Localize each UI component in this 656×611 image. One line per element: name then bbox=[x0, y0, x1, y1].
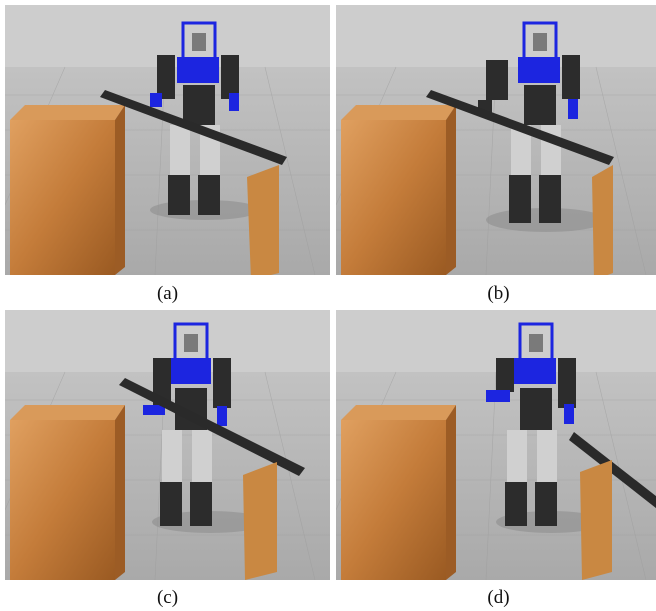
robot-right-shin bbox=[535, 482, 557, 526]
box-side bbox=[115, 105, 125, 275]
robot-left-arm bbox=[157, 55, 175, 99]
robot-torso bbox=[514, 358, 556, 384]
panel-a bbox=[5, 5, 330, 275]
box-side bbox=[446, 105, 456, 275]
robot-right-hand bbox=[229, 93, 239, 111]
robot-torso bbox=[169, 358, 211, 384]
robot-pelvis bbox=[520, 388, 552, 430]
wooden-box bbox=[10, 120, 115, 275]
robot-right-leg bbox=[537, 430, 557, 482]
robot-right-shin bbox=[190, 482, 212, 526]
robot-left-shin bbox=[168, 175, 190, 215]
robot-head bbox=[533, 33, 547, 51]
robot-right-shin bbox=[198, 175, 220, 215]
scene-b bbox=[336, 5, 656, 275]
plank bbox=[119, 378, 305, 476]
box-top bbox=[10, 405, 125, 420]
box-top bbox=[341, 105, 456, 120]
robot-left-shin bbox=[160, 482, 182, 526]
robot-pelvis bbox=[183, 85, 215, 125]
robot-left-leg bbox=[507, 430, 527, 482]
robot bbox=[150, 21, 239, 215]
caption-c: (c) bbox=[156, 587, 179, 608]
caption-a: (a) bbox=[156, 283, 179, 304]
robot-pelvis bbox=[524, 85, 556, 125]
wooden-board bbox=[243, 462, 277, 580]
wooden-board bbox=[247, 165, 279, 275]
robot-left-shin bbox=[509, 175, 531, 223]
robot-torso bbox=[177, 57, 219, 83]
robot-torso bbox=[518, 57, 560, 83]
wooden-box bbox=[341, 120, 446, 275]
scene-d bbox=[336, 310, 656, 580]
robot-left-leg bbox=[162, 430, 182, 482]
scene-a bbox=[5, 5, 330, 275]
wooden-board bbox=[592, 165, 613, 275]
robot-right-arm bbox=[558, 358, 576, 408]
box-side bbox=[446, 405, 456, 580]
panel-d bbox=[336, 310, 656, 580]
robot-right-arm bbox=[562, 55, 580, 99]
caption-b: (b) bbox=[487, 283, 510, 304]
caption-d: (d) bbox=[487, 587, 510, 608]
wooden-board bbox=[580, 460, 612, 580]
robot bbox=[486, 322, 576, 526]
plank bbox=[569, 432, 656, 509]
robot-left-shin bbox=[505, 482, 527, 526]
robot-left-arm bbox=[486, 60, 508, 100]
sky bbox=[336, 5, 656, 67]
robot-left-hand bbox=[486, 390, 510, 402]
scene-c bbox=[5, 310, 330, 580]
box-side bbox=[115, 405, 125, 580]
wooden-box bbox=[341, 420, 446, 580]
robot-head bbox=[192, 33, 206, 51]
robot-left-leg bbox=[511, 125, 531, 175]
box-top bbox=[341, 405, 456, 420]
robot-left-hand bbox=[150, 93, 162, 107]
robot-right-leg bbox=[192, 430, 212, 482]
robot-left-arm bbox=[496, 358, 514, 392]
panel-c bbox=[5, 310, 330, 580]
robot-right-shin bbox=[539, 175, 561, 223]
robot-right-arm bbox=[221, 55, 239, 99]
wooden-box bbox=[10, 420, 115, 580]
robot-left-hand bbox=[143, 405, 165, 415]
robot-right-arm bbox=[213, 358, 231, 408]
robot-right-hand bbox=[564, 404, 574, 424]
robot-head bbox=[529, 334, 543, 352]
robot bbox=[143, 322, 231, 526]
plank bbox=[100, 90, 287, 165]
box-top bbox=[10, 105, 125, 120]
robot-head bbox=[184, 334, 198, 352]
robot-right-hand bbox=[568, 99, 578, 119]
plank bbox=[426, 90, 614, 165]
robot-right-hand bbox=[217, 406, 227, 426]
panel-b bbox=[336, 5, 656, 275]
robot-left-leg bbox=[170, 125, 190, 175]
